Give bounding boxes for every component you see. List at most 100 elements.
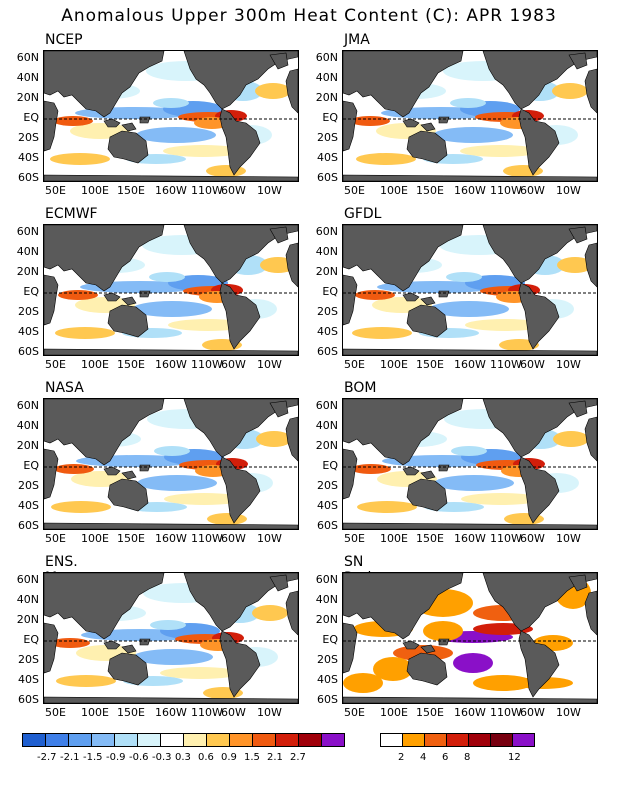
lon-tick-label: 150E: [117, 532, 145, 545]
lat-tick-label: 40S: [317, 673, 338, 686]
land-mass: [107, 130, 149, 164]
anomaly-region: [137, 475, 217, 491]
anomaly-region: [160, 667, 240, 679]
lat-tick-label: EQ: [322, 459, 338, 472]
lat-tick-label: 60N: [315, 225, 338, 238]
colorbar-swatch: [23, 734, 46, 746]
colorbar-label: 0.9: [221, 752, 237, 763]
colorbar-swatch: [46, 734, 69, 746]
lon-tick-label: 100E: [380, 358, 408, 371]
lat-tick-label: 40S: [18, 673, 39, 686]
land-mass: [343, 225, 464, 292]
lon-tick-label: 100E: [81, 358, 109, 371]
anomaly-region: [154, 446, 190, 456]
lon-tick-label: 60W: [221, 184, 246, 197]
lon-tick-label: 160W: [155, 532, 187, 545]
land-mass: [285, 68, 298, 114]
lat-tick-label: 60N: [315, 51, 338, 64]
lon-tick-label: 60W: [221, 532, 246, 545]
anomaly-region: [465, 319, 545, 331]
anomaly-region: [153, 98, 189, 108]
land-mass: [343, 399, 464, 466]
panel-title: ECMWF: [45, 206, 98, 222]
land-mass: [568, 226, 588, 244]
lat-tick-label: 40N: [315, 71, 338, 84]
anomaly-region: [132, 301, 212, 317]
lon-tick-label: 10W: [257, 532, 282, 545]
anomaly-region: [163, 145, 243, 157]
lon-tick-label: 160W: [454, 358, 486, 371]
map-plot: [43, 50, 299, 182]
land-mass: [219, 282, 261, 350]
lat-tick-label: 40N: [315, 245, 338, 258]
lat-tick-label: 20S: [18, 305, 39, 318]
land-mass: [343, 696, 597, 703]
panel-title: NCEP: [45, 32, 83, 48]
land-mass: [568, 52, 588, 70]
land-mass: [269, 574, 289, 592]
lon-tick-label: 160W: [155, 358, 187, 371]
colorbar-swatch: [184, 734, 207, 746]
colorbar-swatch: [447, 734, 469, 746]
land-mass: [183, 51, 298, 110]
land-mass: [343, 100, 358, 152]
lon-tick-label: 50E: [45, 184, 66, 197]
lat-tick-label: 60S: [317, 519, 338, 532]
lat-tick-label: 40N: [315, 593, 338, 606]
land-mass: [183, 573, 298, 632]
lon-tick-label: 110W: [490, 532, 522, 545]
lon-tick-label: 50E: [344, 184, 365, 197]
land-mass: [343, 174, 597, 181]
land-mass: [518, 108, 560, 176]
anomaly-region: [499, 339, 539, 351]
anomaly-region: [164, 493, 244, 505]
land-mass: [44, 696, 298, 703]
map-plot: [43, 398, 299, 530]
land-mass: [219, 108, 261, 176]
lat-tick-label: 20S: [317, 653, 338, 666]
map-plot: [342, 50, 598, 182]
anomaly-region: [150, 620, 186, 630]
anomaly-region: [460, 145, 540, 157]
map-plot: [342, 398, 598, 530]
map-plot: [342, 224, 598, 356]
panel-title: GFDL: [344, 206, 382, 222]
lat-tick-label: 40N: [16, 593, 39, 606]
lon-tick-label: 110W: [191, 358, 223, 371]
figure-title: Anomalous Upper 300m Heat Content (C): A…: [61, 6, 557, 26]
colorbar-label: 6: [442, 752, 449, 763]
land-mass: [44, 399, 165, 466]
lat-tick-label: 20S: [18, 479, 39, 492]
map-plot: [342, 572, 598, 704]
land-mass: [269, 226, 289, 244]
anomaly-region: [557, 257, 593, 273]
colorbar-label: 4: [420, 752, 427, 763]
lon-tick-label: 100E: [380, 706, 408, 719]
land-mass: [482, 225, 597, 284]
land-mass: [402, 464, 450, 480]
land-mass: [219, 456, 261, 524]
land-mass: [343, 348, 597, 355]
anomaly-region: [461, 493, 541, 505]
anomaly-region: [473, 675, 533, 691]
lat-tick-label: 40N: [16, 71, 39, 84]
anomaly-region: [149, 272, 185, 282]
anomaly-region: [423, 621, 463, 641]
land-mass: [44, 448, 59, 500]
colorbar-label: -1.5: [83, 752, 103, 763]
land-mass: [44, 225, 165, 292]
lon-tick-label: 110W: [191, 532, 223, 545]
land-mass: [44, 274, 59, 326]
land-mass: [518, 630, 560, 698]
lat-tick-label: 40N: [315, 419, 338, 432]
anomaly-region: [552, 83, 588, 99]
lat-tick-label: 60S: [18, 171, 39, 184]
land-mass: [107, 304, 149, 338]
anomaly-colorbar: [22, 733, 345, 747]
lat-tick-label: 60N: [315, 573, 338, 586]
lat-tick-label: 60S: [317, 693, 338, 706]
lon-tick-label: 150E: [117, 706, 145, 719]
land-mass: [584, 242, 597, 288]
lon-tick-label: 110W: [191, 184, 223, 197]
land-mass: [584, 416, 597, 462]
